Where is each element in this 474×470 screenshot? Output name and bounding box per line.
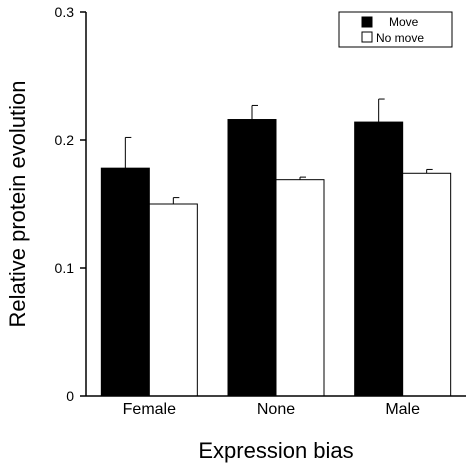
- y-tick-label: 0: [66, 388, 74, 404]
- x-tick-label-male: Male: [385, 401, 420, 418]
- legend-label-no-move: No move: [376, 31, 424, 45]
- x-category-labels: Female None Male: [123, 401, 420, 418]
- x-axis-label: Expression bias: [198, 438, 353, 463]
- y-tick-label: 0.1: [55, 260, 75, 276]
- bar-none-move: [227, 119, 277, 397]
- legend: Move No move: [338, 11, 453, 48]
- y-tick-label: 0.3: [55, 4, 75, 20]
- bar-female-move: [100, 167, 150, 397]
- bars-layer: [100, 119, 452, 397]
- bar-male-move: [354, 121, 404, 397]
- bar-none-no-move: [275, 179, 325, 397]
- y-axis-label: Relative protein evolution: [5, 80, 30, 327]
- y-tick-label: 0.2: [55, 132, 75, 148]
- legend-box: [338, 11, 453, 48]
- legend-swatch-move: [361, 16, 373, 28]
- error-bars-layer: [124, 98, 433, 204]
- legend-label-move: Move: [389, 15, 419, 29]
- x-tick-label-none: None: [257, 401, 295, 418]
- legend-swatch-no-move: [361, 31, 373, 43]
- x-tick-label-female: Female: [123, 401, 176, 418]
- bar-female-no-move: [148, 203, 198, 397]
- y-ticks: 0 0.1 0.2 0.3: [55, 4, 86, 404]
- bar-male-no-move: [402, 172, 452, 397]
